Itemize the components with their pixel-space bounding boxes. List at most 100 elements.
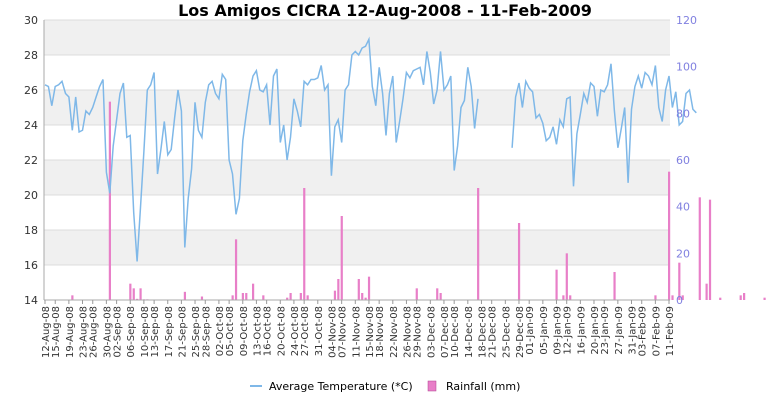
y-left-tick-label: 22 <box>24 154 38 167</box>
rainfall-bar <box>299 293 302 300</box>
x-tick-label: 10-Dec-08 <box>450 306 461 358</box>
legend-label-temperature: Average Temperature (*C) <box>269 380 413 393</box>
x-tick-label: 25-Sep-08 <box>191 306 202 358</box>
grid-band <box>44 125 670 160</box>
rainfall-bar <box>439 293 442 300</box>
x-tick-label: 19-Aug-08 <box>65 306 76 358</box>
rainfall-bar <box>129 283 132 300</box>
y-left-tick-label: 18 <box>24 224 38 237</box>
rainfall-bar <box>415 288 418 300</box>
y-right-tick-label: 120 <box>676 14 697 27</box>
legend-swatch-rainfall <box>427 380 437 392</box>
grid-band <box>44 160 670 195</box>
rainfall-bar <box>231 295 234 300</box>
x-tick-label: 15-Aug-08 <box>51 306 62 358</box>
right-axis-ticks: 0 20 40 60 80 100 120 <box>676 14 697 307</box>
y-right-tick-label: 20 <box>676 247 690 260</box>
rainfall-bar <box>708 199 712 300</box>
rainfall-bar <box>361 293 364 300</box>
rainfall-bar <box>555 269 558 300</box>
x-tick-label: 23-Aug-08 <box>79 306 90 358</box>
rainfall-bar <box>698 197 701 300</box>
y-left-tick-label: 14 <box>24 294 38 307</box>
x-tick-label: 06-Sep-08 <box>126 306 137 358</box>
rainfall-bar <box>306 295 309 300</box>
x-tick-label: 21-Sep-08 <box>177 306 188 358</box>
rainfall-bar <box>241 293 244 300</box>
y-right-tick-label: 80 <box>676 107 690 120</box>
x-tick-label: 05-Oct-08 <box>225 306 236 356</box>
x-tick-label: 20-Jan-09 <box>590 306 601 355</box>
x-tick-label: 22-Nov-08 <box>389 306 400 358</box>
x-tick-label: 31-Oct-08 <box>314 306 325 356</box>
x-tick-label: 24-Oct-08 <box>290 306 301 356</box>
rainfall-bar <box>613 272 616 300</box>
y-right-tick-label: 0 <box>676 294 683 307</box>
rainfall-bar <box>183 291 187 300</box>
grid-band <box>44 195 670 230</box>
x-tick-label: 28-Sep-08 <box>201 306 212 358</box>
y-left-tick-label: 30 <box>24 14 38 27</box>
x-tick-label: 17-Sep-08 <box>164 306 175 358</box>
x-tick-label: 27-Jan-09 <box>614 306 625 355</box>
x-tick-label: 12-Jan-09 <box>563 306 574 355</box>
y-right-tick-label: 100 <box>676 61 697 74</box>
rainfall-bar <box>333 290 337 300</box>
rainfall-bar <box>337 279 340 300</box>
x-tick-label: 25-Dec-08 <box>501 306 512 358</box>
rainfall-bar <box>705 283 708 300</box>
rainfall-bar <box>357 279 360 300</box>
rainfall-bar <box>743 293 746 300</box>
rainfall-bar <box>719 297 722 300</box>
rainfall-bar <box>132 288 135 300</box>
rainfall-bars <box>50 101 766 301</box>
x-tick-label: 07-Feb-09 <box>651 306 662 356</box>
rainfall-bar <box>668 171 671 300</box>
x-tick-label: 12-Aug-08 <box>41 306 52 358</box>
x-tick-label: 05-Jan-09 <box>539 306 550 355</box>
rainfall-bar <box>654 295 657 300</box>
x-tick-label: 11-Nov-08 <box>351 306 362 358</box>
x-tick-label: 01-Jan-09 <box>525 306 536 355</box>
x-tick-label: 02-Sep-08 <box>113 306 124 358</box>
rainfall-bar <box>681 295 684 300</box>
x-tick-label: 07-Dec-08 <box>440 306 451 358</box>
y-left-tick-label: 16 <box>24 259 38 272</box>
temperature-line-segment <box>44 36 479 262</box>
rainfall-bar <box>517 223 521 300</box>
rainfall-bar <box>108 101 111 301</box>
x-tick-label: 29-Nov-08 <box>413 306 424 358</box>
x-tick-label: 26-Nov-08 <box>402 306 413 358</box>
temperature-line-segment <box>511 63 697 187</box>
x-tick-label: 03-Dec-08 <box>426 306 437 358</box>
rainfall-bar <box>364 297 367 300</box>
y-left-tick-label: 20 <box>24 189 38 202</box>
legend: Average Temperature (*C) Rainfall (mm) <box>250 380 520 393</box>
y-right-tick-label: 60 <box>676 154 690 167</box>
grid-band <box>44 20 670 55</box>
rainfall-bar <box>303 188 306 300</box>
rainfall-bar <box>139 288 142 300</box>
rainfall-bar <box>289 293 292 300</box>
x-tick-label: 13-Sep-08 <box>150 306 161 358</box>
rainfall-bar <box>234 239 238 300</box>
x-axis-ticks: 12-Aug-08 15-Aug-08 19-Aug-08 23-Aug-08 26-A… <box>41 300 676 358</box>
x-tick-label: 18-Nov-08 <box>375 306 386 358</box>
x-tick-label: 15-Nov-08 <box>365 306 376 358</box>
rainfall-bar <box>136 298 139 300</box>
x-tick-label: 03-Feb-09 <box>638 306 649 356</box>
y-left-tick-label: 24 <box>24 119 38 132</box>
x-tick-label: 16-Oct-08 <box>263 306 274 356</box>
x-tick-label: 27-Oct-08 <box>300 306 311 356</box>
rainfall-bar <box>252 283 255 300</box>
x-tick-label: 23-Jan-09 <box>600 306 611 355</box>
x-tick-label: 02-Oct-08 <box>215 306 226 356</box>
x-tick-label: 04-Nov-08 <box>327 306 338 358</box>
rainfall-bar <box>763 297 766 300</box>
rainfall-bar <box>71 295 74 300</box>
x-tick-label: 29-Dec-08 <box>515 306 526 358</box>
chart-title: Los Amigos CICRA 12-Aug-2008 - 11-Feb-20… <box>178 1 592 20</box>
rainfall-bar <box>245 293 248 300</box>
